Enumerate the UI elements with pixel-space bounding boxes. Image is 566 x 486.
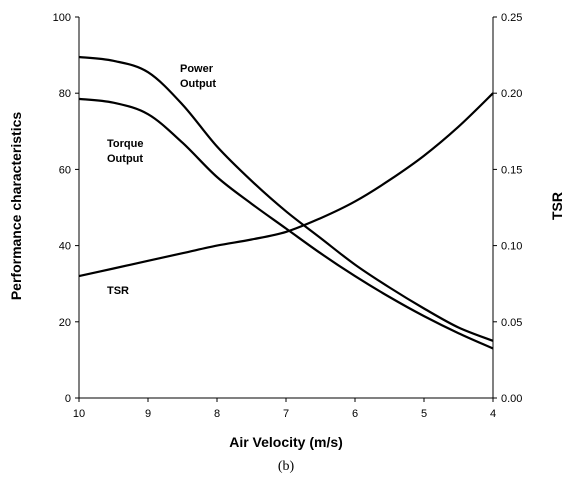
y2-tick-label: 0.05 xyxy=(501,317,522,329)
annotation-layer: Power Output Torque Output TSR xyxy=(107,63,216,297)
x-axis-title: Air Velocity (m/s) xyxy=(229,434,343,450)
x-tick-label: 9 xyxy=(145,408,151,420)
y-tick-label: 80 xyxy=(59,88,71,100)
x-tick-label: 8 xyxy=(214,408,220,420)
y-axis-title: Performance characteristics xyxy=(8,112,24,301)
y2-tick-label: 0.10 xyxy=(501,241,522,253)
series-layer xyxy=(78,55,494,350)
y2-axis-title: TSR xyxy=(549,192,565,220)
y-tick-label: 40 xyxy=(59,241,71,253)
series-line-torque-output xyxy=(78,97,494,350)
figure-caption: (b) xyxy=(278,459,295,474)
y2-tick-label: 0.15 xyxy=(501,164,522,176)
series-label-power-output: Power Output xyxy=(180,63,216,90)
x-tick-label: 7 xyxy=(283,408,289,420)
y2-tick-label: 0.20 xyxy=(501,88,522,100)
x-tick-label: 5 xyxy=(421,408,427,420)
y-tick-label: 100 xyxy=(53,12,71,24)
series-line-power-output xyxy=(78,55,494,342)
x-tick-label: 6 xyxy=(352,408,358,420)
x-tick-label: 4 xyxy=(490,408,496,420)
y2-tick-label: 0.25 xyxy=(501,12,522,24)
x-tick-label: 10 xyxy=(73,408,85,420)
axes: 0 20 40 60 80 100 0.00 0.05 0.10 0.15 0.20 0.25 10 9 8… xyxy=(53,12,523,420)
series-label-torque-output: Torque Output xyxy=(107,138,143,165)
series-line-tsr xyxy=(78,92,494,278)
y-tick-label: 60 xyxy=(59,164,71,176)
y2-tick-label: 0.00 xyxy=(501,393,522,405)
y-tick-label: 0 xyxy=(65,393,71,405)
y-tick-label: 20 xyxy=(59,317,71,329)
series-label-tsr: TSR xyxy=(107,285,129,297)
